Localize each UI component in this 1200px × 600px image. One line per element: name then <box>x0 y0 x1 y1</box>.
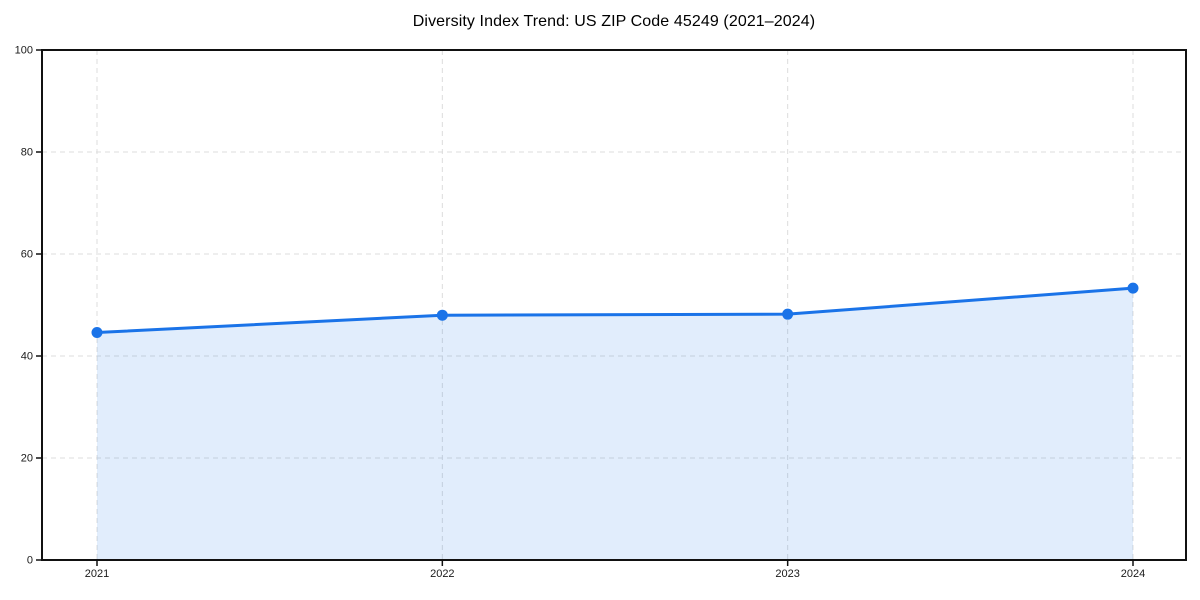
data-point-marker <box>436 309 448 321</box>
trend-line <box>95 286 1135 335</box>
y-axis-tick-label: 100 <box>15 45 33 57</box>
plot-border <box>41 49 1187 561</box>
y-axis-tick-label: 80 <box>21 147 33 159</box>
y-axis-tick-label: 40 <box>21 351 33 363</box>
x-axis-tick-label: 2022 <box>430 568 454 580</box>
data-point-marker <box>782 308 794 320</box>
chart-title: Diversity Index Trend: US ZIP Code 45249… <box>412 13 816 30</box>
x-axis-tick-label: 2023 <box>775 568 799 580</box>
x-axis-tick-label: 2024 <box>1121 568 1145 580</box>
data-point-marker <box>1127 282 1139 294</box>
area-fill <box>97 288 1133 560</box>
y-axis-tick-label: 60 <box>21 249 33 261</box>
y-axis-tick-label: 20 <box>21 453 33 465</box>
y-axis-tick-label: 0 <box>27 555 33 567</box>
data-point-marker <box>91 327 103 339</box>
x-axis-tick-label: 2021 <box>85 568 109 580</box>
